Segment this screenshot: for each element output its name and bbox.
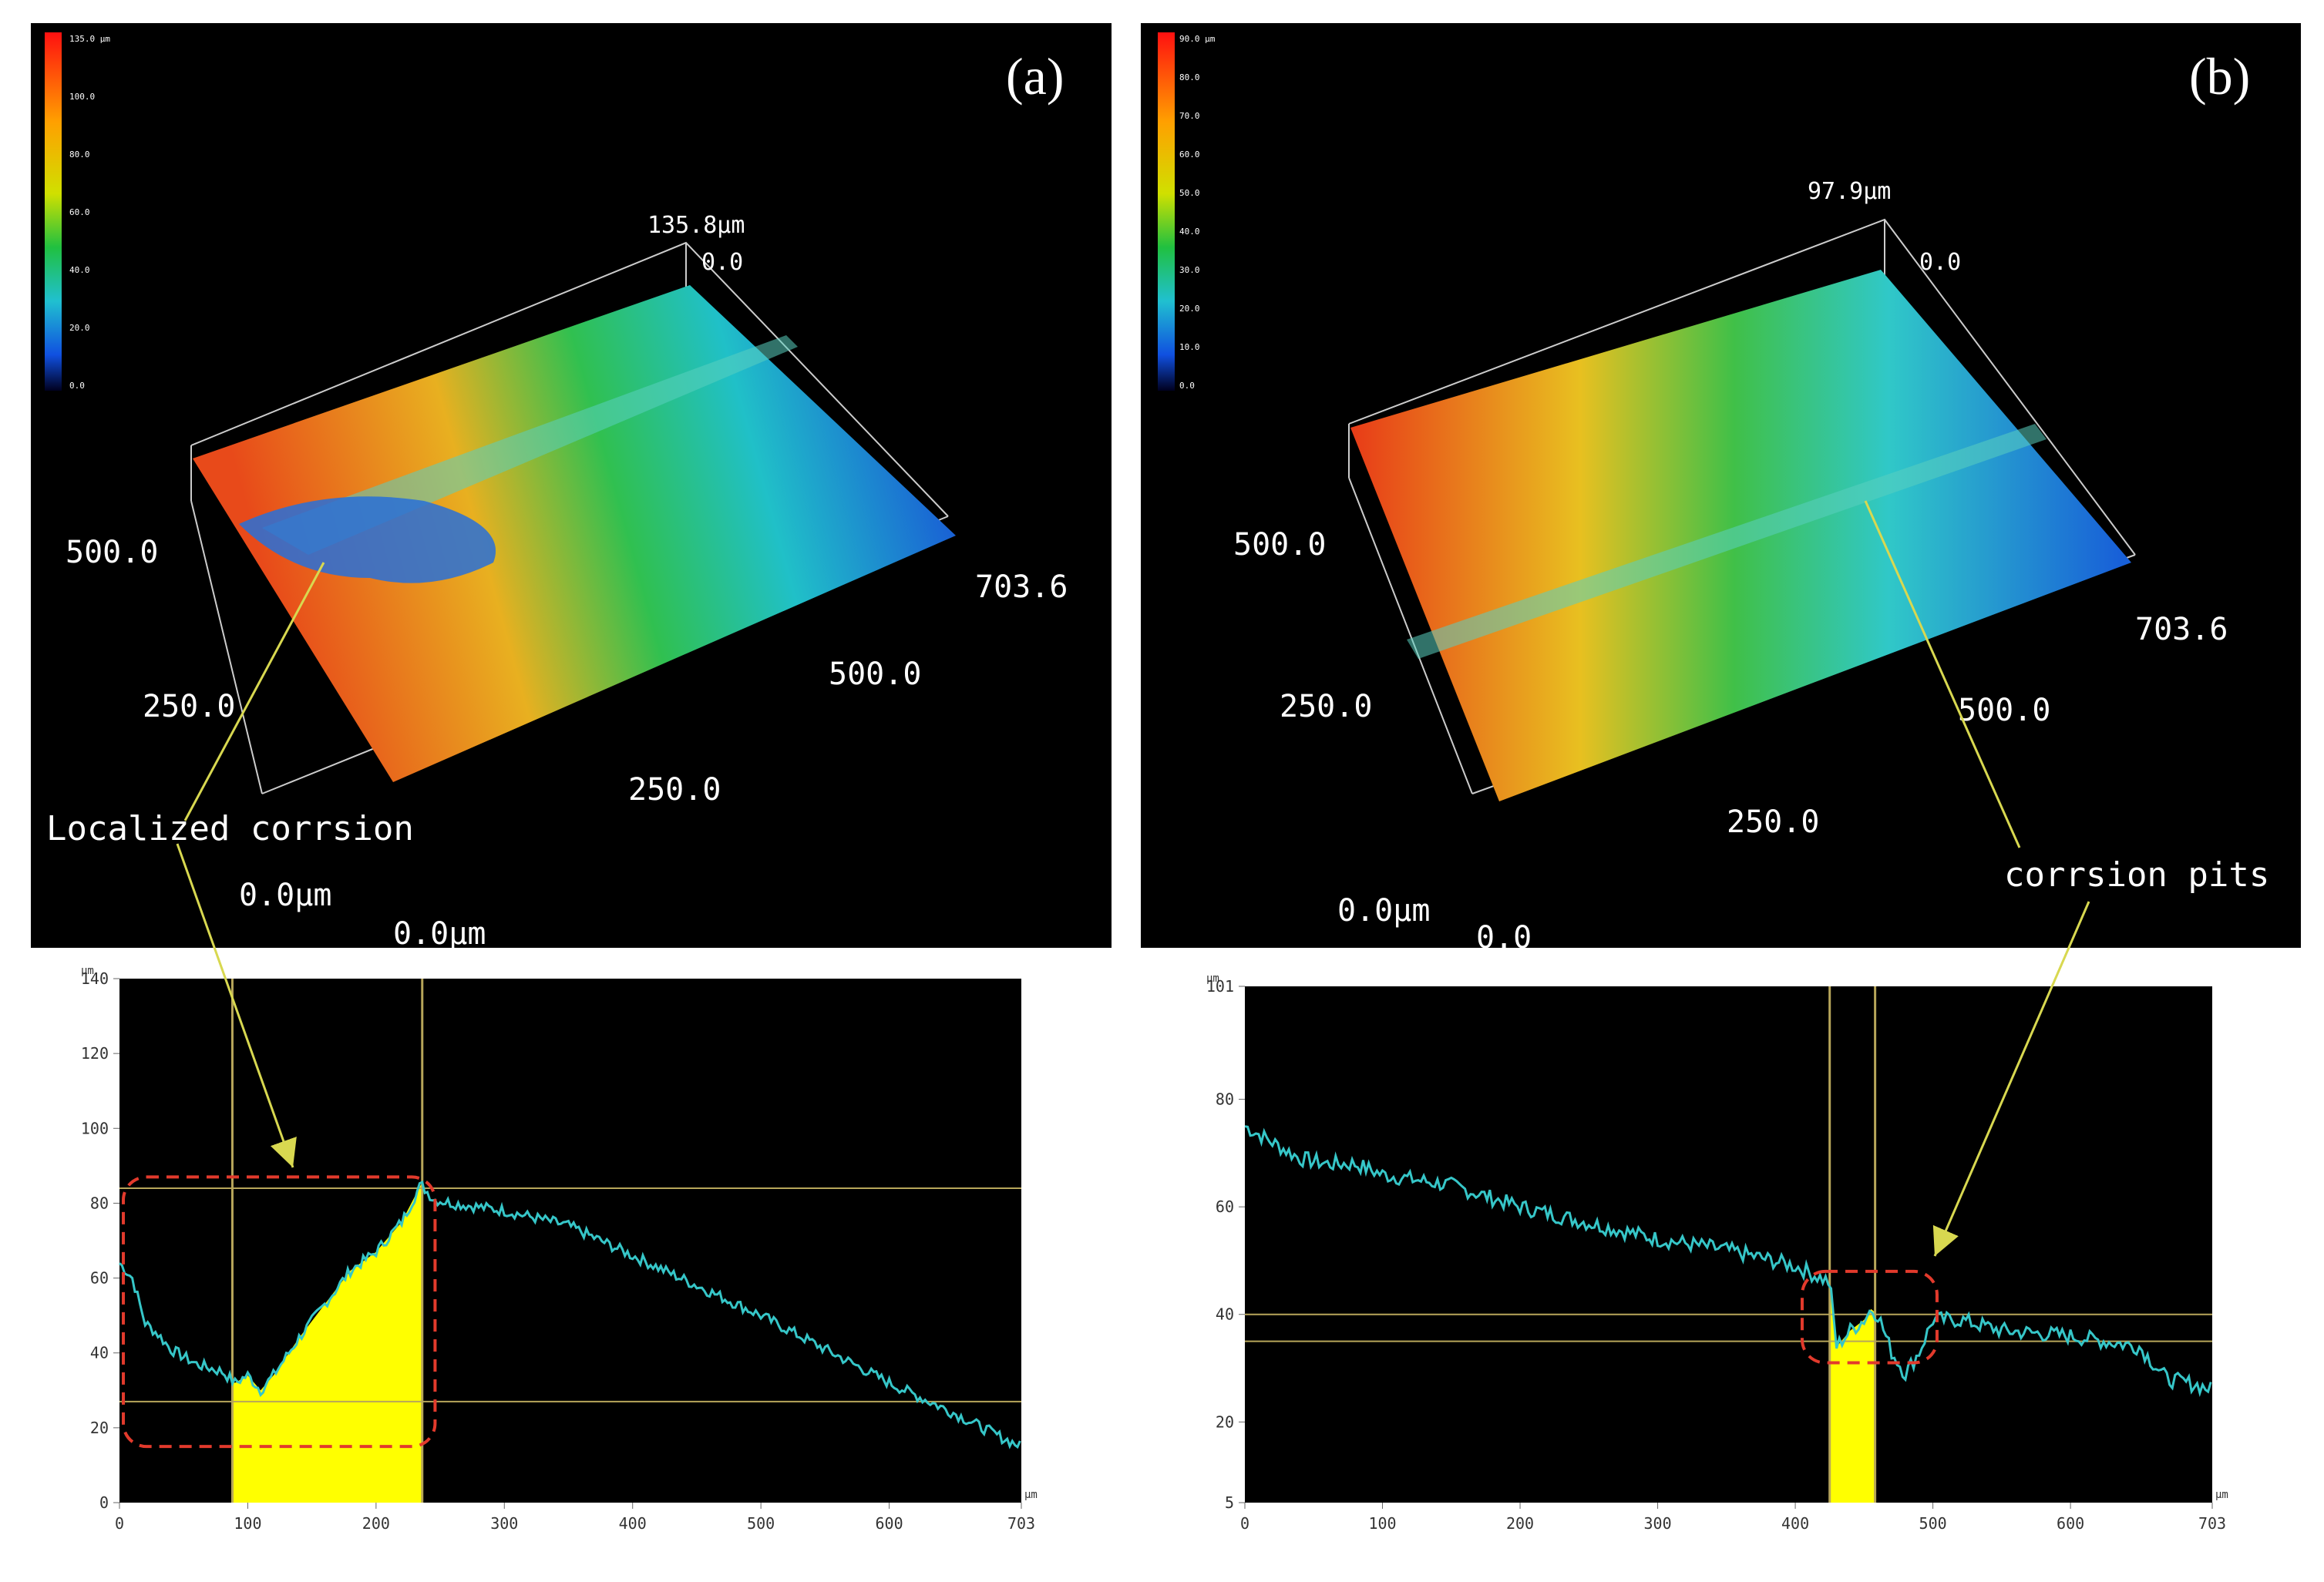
x-tick-a-703: 703.6 (975, 569, 1068, 605)
panel-b-colorbar-tick: 40.0 (1179, 227, 1200, 237)
y-tick-a-500: 500.0 (66, 535, 158, 570)
chart-a-x-tick-label: 300 (490, 1514, 518, 1533)
chart-b-x-tick-label: 400 (1781, 1514, 1809, 1533)
x-tick-a-0: 0.0µm (393, 916, 486, 948)
x-tick-a-500: 500.0 (829, 657, 921, 692)
height-zero-a: 0.0 (701, 249, 743, 276)
chart-b-y-tick-label: 60 (1216, 1197, 1234, 1216)
chart-a-y-tick-label: 0 (99, 1493, 109, 1512)
chart-b-y-tick-label: 80 (1216, 1090, 1234, 1109)
panel-a-letter: (a) (1006, 47, 1064, 106)
panel-b-svg: 90.0 µm 80.0 70.0 60.0 50.0 40.0 30.0 20.0 10.0 0… (1158, 32, 2269, 948)
chart-a-x-tick-label: 100 (234, 1514, 261, 1533)
panel-a-svg: 135.0 µm 100.0 80.0 60.0 40.0 20.0 0.0 135.8µm… (45, 32, 1068, 948)
colorbar-a (45, 32, 62, 391)
chart-b-x-tick-label: 600 (2057, 1514, 2084, 1533)
panel-b-colorbar-tick: 80.0 (1179, 72, 1200, 82)
chart-a-x-tick-label: 400 (619, 1514, 647, 1533)
colorbar-b (1158, 32, 1175, 391)
x-tick-b-0: 0.0 (1476, 920, 1532, 948)
panel-a-colorbar-tick: 0.0 (69, 381, 85, 391)
profile-chart-b-svg: 5 20 40 60 80 101 0 100 200 300 400 500 600 703 µm µm (1206, 972, 2228, 1533)
chart-a-y-tick-label: 80 (90, 1194, 109, 1212)
chart-b-plot-area (1245, 986, 2212, 1503)
x-tick-b-250: 250.0 (1727, 804, 1819, 840)
panel-b-colorbar-tick: 10.0 (1179, 342, 1200, 352)
panel-b-colorbar-tick: 50.0 (1179, 188, 1200, 198)
chart-b-x-tick-label: 300 (1643, 1514, 1671, 1533)
annotation-corrosion-pits: corrsion pits (2004, 855, 2269, 895)
x-tick-b-500: 500.0 (1958, 693, 2050, 728)
panel-b-letter: (b) (2189, 47, 2251, 106)
chart-b-x-tick-label: 0 (1240, 1514, 1249, 1533)
chart-a-x-tick-label: 500 (747, 1514, 775, 1533)
panel-a-colorbar-tick: 80.0 (69, 149, 90, 160)
profile-chart-a-svg: 0 20 40 60 80 100 120 140 0 100 200 300 400 500 600 703… (81, 965, 1038, 1533)
chart-b-x-tick-label: 200 (1506, 1514, 1534, 1533)
chart-a-x-tick-label: 703 (1007, 1514, 1035, 1533)
chart-b-x-tick-label: 500 (1919, 1514, 1947, 1533)
surface-a (193, 285, 956, 782)
profile-plane-b (1407, 424, 2047, 659)
height-top-a: 135.8µm (647, 212, 745, 239)
chart-a-profile-line (119, 1180, 1021, 1449)
y-tick-b-250: 250.0 (1280, 689, 1372, 724)
y-tick-b-500: 500.0 (1233, 527, 1326, 563)
panel-a-3d-view: 135.0 µm 100.0 80.0 60.0 40.0 20.0 0.0 135.8µm… (31, 23, 1112, 948)
panel-b-colorbar-tick: 0.0 (1179, 381, 1195, 391)
chart-a-y-tick-label: 60 (90, 1269, 109, 1288)
chart-b-x-unit: µm (2215, 1489, 2228, 1501)
panel-b-3d-view: 90.0 µm 80.0 70.0 60.0 50.0 40.0 30.0 20.0 10.0 0… (1141, 23, 2301, 948)
chart-a-y-tick-label: 40 (90, 1344, 109, 1362)
chart-a-y-unit: µm (81, 965, 94, 977)
x-tick-b-703: 703.6 (2135, 612, 2228, 647)
chart-b-y-tick-label: 20 (1216, 1412, 1234, 1431)
height-zero-b: 0.0 (1919, 249, 1961, 276)
profile-chart-a: 0 20 40 60 80 100 120 140 0 100 200 300 400 500 600 703… (46, 956, 1079, 1557)
chart-a-x-unit: µm (1024, 1489, 1038, 1501)
x-tick-a-250: 250.0 (628, 772, 721, 808)
panel-b-colorbar-tick: 90.0 µm (1179, 34, 1216, 44)
chart-b-x-tick-label: 703 (2198, 1514, 2226, 1533)
panel-a-colorbar-tick: 60.0 (69, 207, 90, 217)
y-tick-a-0: 0.0µm (239, 878, 331, 913)
chart-a-x-tick-label: 0 (115, 1514, 124, 1533)
chart-b-highlight-area (1829, 1281, 1875, 1503)
chart-b-dashed-box (1801, 1269, 1939, 1365)
chart-b-y-tick-label: 40 (1216, 1305, 1234, 1324)
chart-b-profile-line (1244, 1125, 2212, 1397)
panel-b-colorbar-tick: 30.0 (1179, 265, 1200, 275)
chart-a-y-tick-label: 20 (90, 1419, 109, 1437)
chart-b-y-unit: µm (1206, 972, 1219, 985)
chart-b-x-tick-label: 100 (1368, 1514, 1396, 1533)
chart-a-highlight-area (232, 1184, 422, 1503)
y-tick-b-0: 0.0µm (1337, 893, 1430, 929)
chart-b-y-tick-label: 5 (1225, 1493, 1234, 1512)
profile-chart-b: 5 20 40 60 80 101 0 100 200 300 400 500 600 703 µm µm (1156, 956, 2297, 1557)
annotation-localized-corrosion: Localized corrsion (46, 809, 414, 848)
height-top-b: 97.9µm (1808, 178, 1891, 205)
panel-b-colorbar-tick: 60.0 (1179, 149, 1200, 160)
chart-a-x-tick-label: 600 (876, 1514, 903, 1533)
panel-a-colorbar-tick: 40.0 (69, 265, 90, 275)
chart-a-y-tick-label: 100 (81, 1119, 109, 1137)
chart-a-y-tick-label: 120 (81, 1044, 109, 1063)
y-tick-a-250: 250.0 (143, 689, 235, 724)
panel-b-colorbar-tick: 70.0 (1179, 111, 1200, 121)
panel-a-colorbar-tick: 20.0 (69, 323, 90, 333)
panel-a-colorbar-tick: 135.0 µm (69, 34, 110, 44)
panel-b-colorbar-tick: 20.0 (1179, 304, 1200, 314)
panel-a-colorbar-tick: 100.0 (69, 92, 95, 102)
chart-a-y-tick-label: 140 (81, 969, 109, 988)
chart-a-x-tick-label: 200 (362, 1514, 390, 1533)
chart-b-y-tick-label: 101 (1206, 977, 1234, 996)
corrosion-region-a (239, 496, 496, 583)
